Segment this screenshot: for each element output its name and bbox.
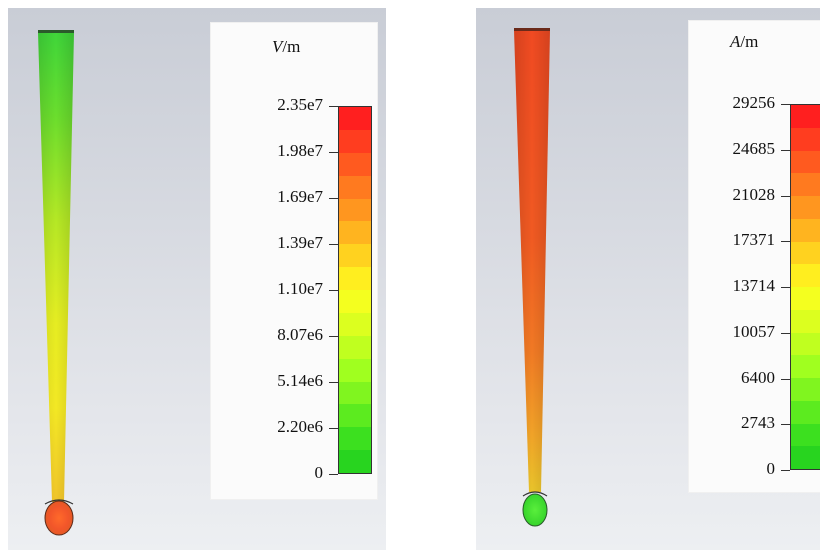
color-bar-segment: [791, 241, 820, 265]
legend-tick-label: 2.35e7: [277, 95, 323, 114]
color-bar-segment: [339, 244, 371, 268]
color-bar-segment: [791, 105, 820, 128]
color-bar-segment: [791, 378, 820, 401]
legend-tick-label: 10057: [732, 321, 776, 341]
color-bar-segment: [339, 152, 371, 176]
legend-tick-mark: [329, 290, 338, 291]
legend-tick-label: 2.20e6: [277, 417, 323, 436]
legend-tick-label: 5.14e6: [277, 371, 323, 390]
color-bar-segment: [339, 381, 371, 405]
legend-tick-mark: [329, 244, 338, 245]
legend-tick-mark: [329, 428, 338, 429]
legend-tick-mark: [781, 470, 790, 471]
color-bar-segment: [791, 127, 820, 151]
color-bar-segment: [339, 175, 371, 199]
legend-tick-label: 24685: [732, 138, 776, 158]
e-field-color-bar: [338, 106, 372, 474]
h-field-color-bar: [790, 104, 820, 470]
legend-tick-label: 29256: [732, 93, 776, 112]
color-bar-segment: [791, 446, 820, 469]
color-bar-segment: [339, 129, 371, 153]
color-bar-segment: [791, 400, 820, 424]
color-bar-segment: [339, 427, 371, 451]
legend-tick-label: 2743: [741, 413, 775, 433]
legend-tick-label: 1.39e7: [277, 233, 323, 252]
color-bar-segment: [339, 290, 371, 313]
legend-tick-mark: [329, 336, 338, 337]
legend-tick-label: 17371: [732, 230, 776, 250]
color-bar-segment: [339, 404, 371, 428]
legend-tick-mark: [329, 198, 338, 199]
legend-tick-mark: [781, 104, 790, 105]
legend-tick-label: 6400: [741, 367, 775, 387]
color-bar-segment: [791, 173, 820, 196]
legend-tick-mark: [329, 382, 338, 383]
h-field-viewport[interactable]: A/m 29256 24685 21028 17371 13714 10057 6400 27…: [476, 8, 820, 550]
legend-tick-label: 8.07e6: [277, 325, 323, 344]
color-bar-segment: [791, 287, 820, 310]
e-field-viewport[interactable]: V/m 2.35e7 1.98e7 1.69e7 1.39e7 1.10e7 8.07e6…: [8, 8, 386, 550]
e-field-legend: V/m 2.35e7 1.98e7 1.69e7 1.39e7 1.10e7 8.07e6…: [210, 22, 378, 500]
e-field-probe-model: [38, 30, 74, 536]
legend-tick-label: 21028: [732, 184, 776, 204]
legend-tick-mark: [329, 474, 338, 475]
legend-tick-label: 1.10e7: [277, 279, 323, 298]
legend-tick-mark: [781, 424, 790, 426]
color-bar-segment: [791, 355, 820, 378]
legend-tick-label: 0: [766, 459, 776, 478]
color-bar-segment: [339, 198, 371, 222]
h-field-probe-model: [514, 28, 550, 527]
color-bar-segment: [339, 107, 371, 130]
color-bar-segment: [339, 312, 371, 336]
legend-tick-mark: [781, 195, 790, 197]
color-bar-segment: [339, 358, 371, 382]
legend-tick-mark: [781, 378, 790, 380]
legend-tick-mark: [781, 149, 790, 151]
legend-tick-mark: [781, 241, 790, 243]
h-field-legend: A/m 29256 24685 21028 17371 13714 10057 6400 27…: [688, 20, 820, 493]
legend-tick-mark: [781, 332, 790, 334]
color-bar-segment: [339, 267, 371, 290]
legend-tick-mark: [329, 106, 338, 107]
color-bar-segment: [339, 221, 371, 245]
legend-tick-label: 1.69e7: [277, 187, 323, 206]
color-bar-segment: [791, 423, 820, 447]
legend-tick-mark: [329, 152, 338, 153]
color-bar-segment: [791, 196, 820, 219]
h-field-unit-label: A/m: [730, 32, 759, 51]
legend-tick-label: 0: [314, 463, 324, 482]
legend-tick-mark: [781, 287, 790, 288]
legend-tick-label: 1.98e7: [277, 141, 323, 160]
color-bar-segment: [791, 264, 820, 287]
e-field-unit-label: V/m: [272, 37, 301, 56]
color-bar-segment: [791, 218, 820, 242]
legend-tick-label: 13714: [732, 276, 776, 295]
color-bar-segment: [339, 335, 371, 359]
color-bar-segment: [791, 309, 820, 333]
color-bar-segment: [791, 332, 820, 356]
color-bar-segment: [791, 150, 820, 174]
color-bar-segment: [339, 450, 371, 473]
